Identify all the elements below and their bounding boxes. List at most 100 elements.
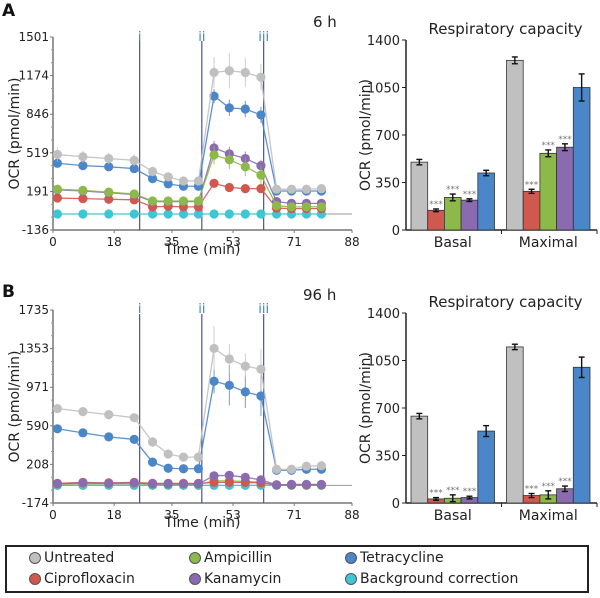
y-tick-label: 1353: [18, 342, 49, 356]
data-point: [240, 162, 250, 172]
series-tetracycline: [52, 365, 327, 475]
data-point: [193, 209, 204, 219]
data-point: [129, 155, 139, 165]
y-tick-label: 971: [26, 380, 49, 394]
data-point: [271, 464, 282, 474]
data-point: [256, 209, 266, 219]
y-axis-label: OCR (pmol/min): [358, 352, 374, 464]
series-tetracycline: [52, 88, 327, 196]
series-line: [57, 347, 322, 470]
y-tick-label: -174: [22, 496, 49, 510]
chart-title: Respiratory capacity: [428, 20, 582, 38]
bar: [506, 346, 524, 504]
y-axis-label: OCR (pmol/min): [7, 78, 23, 190]
x-tick-label: 88: [344, 508, 359, 522]
significance-label: ***: [446, 185, 460, 195]
data-point: [240, 104, 250, 114]
data-point: [52, 209, 63, 219]
series-untreated: [52, 326, 327, 474]
y-tick-label: 519: [26, 146, 49, 160]
y-tick-label: 350: [375, 177, 400, 192]
timepoint-label-b: 96 h: [303, 286, 336, 304]
data-point: [193, 452, 204, 462]
legend-item-ciprofloxacin: Ciprofloxacin: [29, 571, 135, 587]
y-tick-label: 1501: [18, 30, 49, 44]
legend-item-background-correction: Background correction: [345, 571, 518, 587]
data-point: [240, 387, 250, 397]
y-tick-label: 191: [26, 184, 49, 198]
data-point: [240, 209, 250, 219]
data-point: [147, 457, 158, 467]
category-label: Maximal: [519, 508, 578, 524]
x-tick-label: 35: [164, 508, 179, 522]
data-point: [316, 461, 327, 471]
data-point: [163, 449, 173, 459]
data-point: [52, 158, 63, 168]
legend-label: Ciprofloxacin: [44, 571, 135, 587]
data-point: [78, 478, 88, 488]
x-tick-label: 88: [344, 235, 359, 249]
legend-marker-icon: [189, 552, 201, 564]
data-point: [256, 475, 266, 485]
data-point: [104, 478, 114, 488]
legend-item-kanamycin: Kanamycin: [189, 571, 281, 587]
bar: [572, 366, 591, 504]
series-line: [57, 182, 322, 210]
bar: [477, 172, 495, 231]
injection-label: ii: [198, 302, 205, 317]
timepoint-label-a: 6 h: [313, 13, 337, 31]
data-point: [52, 184, 63, 194]
y-axis-label: OCR (pmol/min): [358, 79, 374, 191]
bar: [506, 59, 524, 231]
data-point: [286, 479, 297, 489]
legend-label: Background correction: [360, 571, 519, 587]
data-point: [78, 428, 88, 438]
x-tick-label: 0: [49, 508, 57, 522]
data-point: [256, 161, 266, 171]
data-point: [240, 184, 250, 194]
data-point: [52, 149, 63, 160]
bar: [410, 415, 429, 504]
data-point: [271, 480, 282, 490]
data-point: [209, 477, 219, 487]
data-point: [52, 424, 63, 434]
data-point: [163, 463, 173, 473]
data-point: [52, 479, 63, 489]
y-tick-label: 846: [26, 107, 49, 121]
legend-label: Ampicillin: [204, 550, 273, 566]
data-point: [52, 403, 63, 414]
x-axis-label: Time (min): [163, 242, 240, 258]
data-point: [209, 471, 219, 481]
y-tick-label: 0: [392, 497, 400, 512]
y-tick-label: 208: [26, 457, 49, 471]
data-point: [104, 432, 114, 442]
injection-label: i: [138, 302, 142, 317]
legend-label: Tetracycline: [360, 550, 444, 566]
data-point: [147, 196, 158, 206]
legend-marker-icon: [345, 552, 357, 564]
data-point: [224, 354, 234, 364]
data-point: [163, 179, 173, 189]
panel-label-b: B: [2, 282, 15, 302]
bar: [443, 197, 462, 231]
data-point: [301, 184, 312, 194]
series-line: [57, 94, 322, 192]
significance-label: ***: [542, 141, 556, 151]
injection-label: iii: [258, 302, 269, 317]
data-point: [147, 209, 158, 219]
significance-label: ***: [558, 135, 572, 145]
data-point: [271, 184, 282, 194]
data-point: [316, 202, 327, 212]
bar: [572, 87, 591, 231]
y-tick-label: 700: [375, 129, 400, 144]
x-tick-label: 71: [287, 508, 302, 522]
legend-item-ampicillin: Ampicillin: [189, 550, 272, 566]
significance-label: ***: [429, 489, 443, 499]
data-point: [147, 166, 158, 177]
data-point: [256, 110, 266, 120]
data-point: [301, 479, 312, 489]
legend: Untreated Ampicillin Tetracycline Ciprof…: [5, 545, 589, 593]
series-ampicillin: [52, 145, 327, 212]
data-point: [240, 361, 250, 371]
